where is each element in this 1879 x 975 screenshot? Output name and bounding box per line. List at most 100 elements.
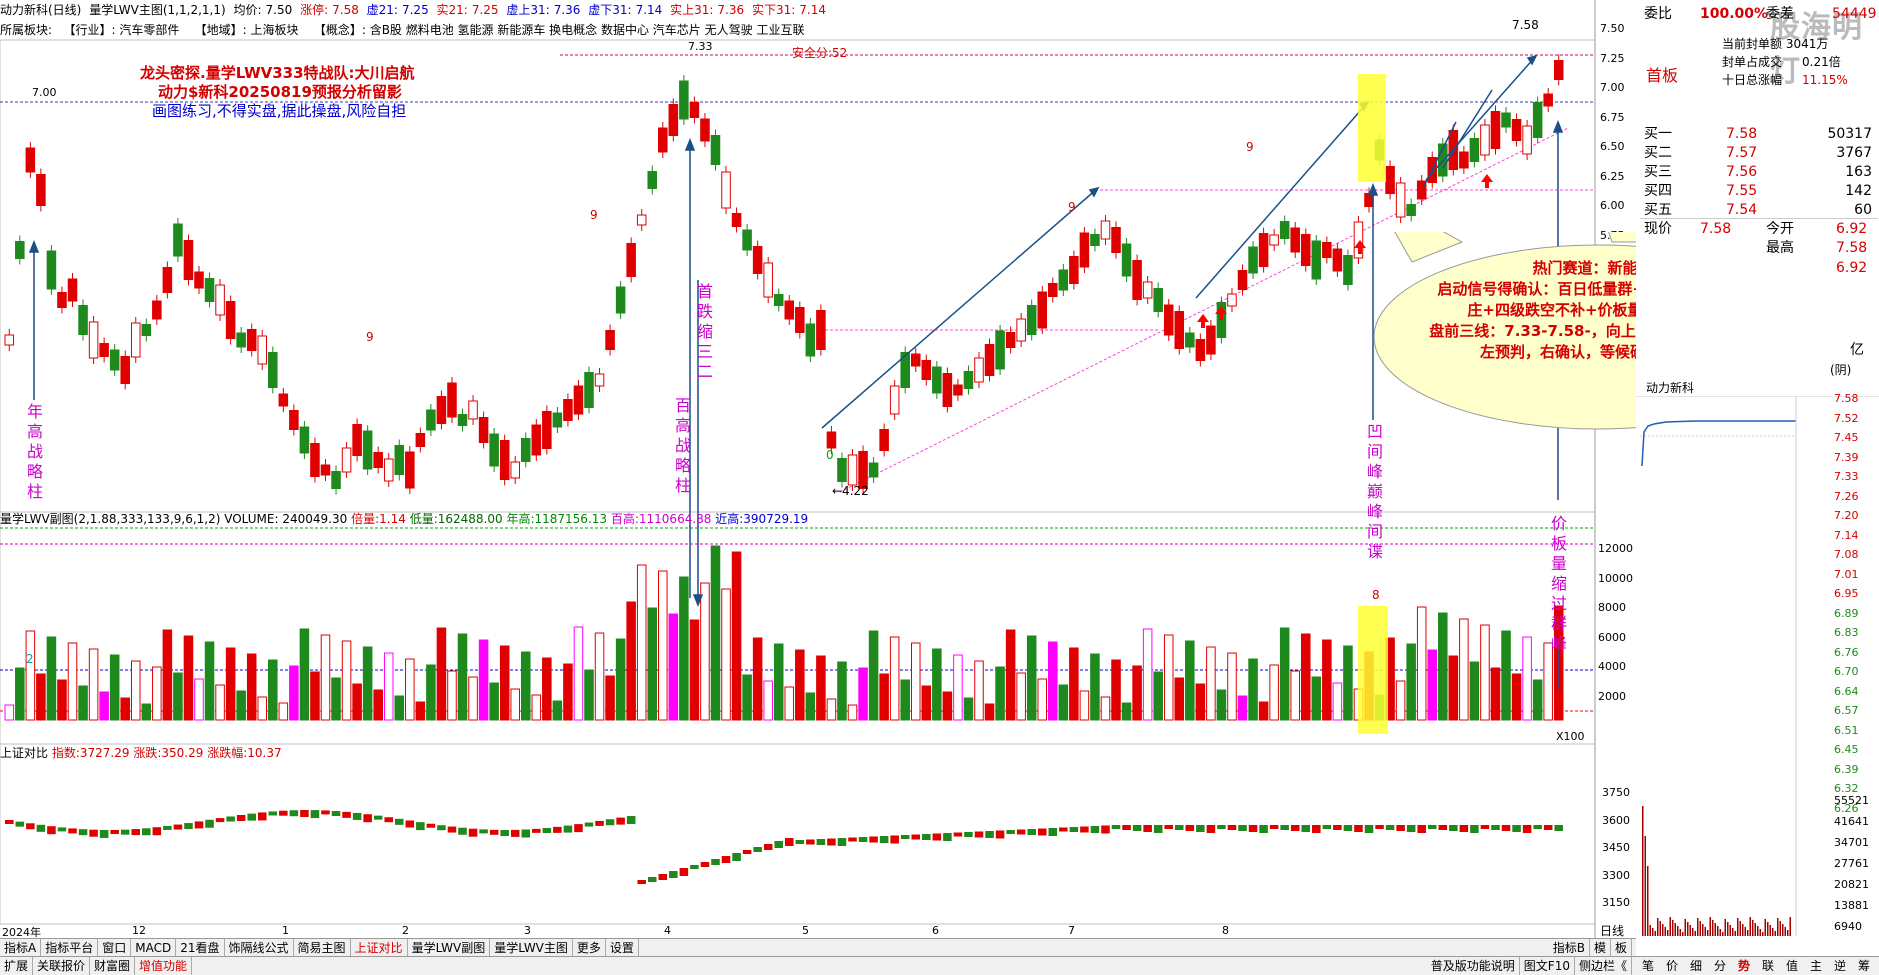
side-tab-9[interactable]: 筹: [1857, 959, 1870, 973]
volume-stat-label-1: 低量:: [405, 512, 438, 526]
volume-axis-tick-5: 2000: [1598, 689, 1626, 703]
date-tick-4: 3: [524, 924, 531, 937]
bottom-tab-7[interactable]: 上证对比: [351, 939, 408, 957]
date-tick-1: 12: [132, 924, 146, 937]
mini-axis-tick-14: 6.70: [1834, 665, 1859, 678]
amount-tag: 亿: [1850, 342, 1864, 358]
bottom-tab-3[interactable]: MACD: [131, 939, 177, 957]
ext-tab-3[interactable]: 增值功能: [135, 957, 193, 975]
mini-axis-tick-15: 6.64: [1834, 684, 1859, 698]
volume-stat-label-2: 年高:: [502, 512, 535, 526]
intraday-mini-chart[interactable]: [1636, 396, 1879, 956]
bid-row-3[interactable]: 买三 7.56 163: [1640, 162, 1878, 182]
volume-stat-label-0: 倍量:: [351, 512, 380, 526]
open-label: 今开: [1766, 221, 1794, 237]
bottom-right-tab-1[interactable]: 模: [1590, 939, 1611, 957]
bottom-right-tab-2[interactable]: 板: [1611, 939, 1632, 957]
title-line-2: 动力$新科20250819预报分析留影: [158, 83, 402, 101]
bottom-tab-2[interactable]: 窗口: [98, 939, 132, 957]
mini-vol-tick-3: 27761: [1834, 857, 1869, 870]
mini-axis-tick-10: 6.95: [1834, 587, 1859, 600]
mini-axis-tick-19: 6.39: [1834, 762, 1859, 776]
ext-tab-1[interactable]: 关联报价: [33, 957, 91, 975]
volume-axis-tick-3: 6000: [1598, 630, 1626, 644]
side-tab-0[interactable]: 笔: [1641, 959, 1654, 973]
info-line-3-value: 11.15%: [1802, 73, 1848, 87]
bottom-tab-6[interactable]: 简易主图: [294, 939, 351, 957]
kline-chart[interactable]: [0, 0, 1636, 938]
bottom-tab-1[interactable]: 指标平台: [41, 939, 99, 957]
header-stat-value-2: 7.25: [401, 3, 429, 17]
volume-stat-value-2: 1187156.13: [534, 512, 608, 526]
title-line-1: 龙头密探.量学LWV333特战队:大川启航: [140, 64, 415, 82]
mini-axis-tick-16: 6.57: [1834, 704, 1859, 717]
mini-axis-tick-5: 7.26: [1834, 489, 1859, 503]
bid-volume: 3767: [1836, 145, 1872, 161]
date-tick-0: 2024年: [2, 926, 41, 939]
bid-price: 7.58: [1726, 126, 1758, 142]
date-tick-3: 2: [402, 924, 409, 937]
rise-tag: (阴): [1830, 363, 1852, 377]
volume-axis-tick-0: 12000: [1598, 542, 1633, 555]
ext-tab-0[interactable]: 扩展: [0, 957, 34, 975]
mini-axis-tick-7: 7.14: [1834, 528, 1859, 542]
header-stat-label-1: 涨停:: [296, 3, 329, 17]
bottom-right-tab-0[interactable]: 指标B: [1549, 939, 1590, 957]
concept-values[interactable]: 含B股 燃料电池 氢能源 新能源车 换电概念 数据中心 汽车芯片 无人驾驶 工业…: [369, 23, 805, 37]
volume-label[interactable]: 量学LWV副图(2,1.88,333,133,9,6,1,2) VOLUME:: [0, 512, 279, 526]
side-tab-8[interactable]: 逆: [1833, 959, 1846, 973]
index-label[interactable]: 上证对比: [0, 746, 49, 760]
ext-right-tab-2[interactable]: 侧边栏《: [1575, 957, 1632, 975]
side-tab-7[interactable]: 主: [1809, 959, 1822, 973]
mini-vol-tick-1: 41641: [1834, 815, 1869, 828]
date-tick-8: 7: [1068, 924, 1075, 937]
side-tab-4[interactable]: 势: [1737, 959, 1750, 973]
header-stat-value-1: 7.58: [332, 3, 359, 17]
bid-row-4[interactable]: 买四 7.55 142: [1640, 181, 1878, 201]
header-stat-value-4: 7.36: [553, 3, 581, 17]
mark-9-c: 9: [1068, 200, 1076, 214]
extension-tab-bar: 扩展 关联报价 财富圈 增值功能 普及版功能说明 图文F10 侧边栏《: [0, 956, 1636, 975]
weibi-value: 100.00%: [1700, 6, 1769, 22]
bottom-tab-10[interactable]: 更多: [573, 939, 606, 957]
bottom-tab-9[interactable]: 量学LWV主图: [490, 939, 573, 957]
volume-value: 240049.30: [282, 512, 348, 526]
ext-tab-2[interactable]: 财富圈: [90, 957, 136, 975]
side-tab-1[interactable]: 价: [1665, 959, 1678, 973]
mini-axis-tick-4: 7.33: [1834, 470, 1859, 483]
side-tab-2[interactable]: 细: [1689, 959, 1702, 973]
region-value[interactable]: 上海板块: [250, 23, 299, 37]
index-axis-tick-2: 3450: [1602, 841, 1630, 854]
ext-right-tab-0[interactable]: 普及版功能说明: [1427, 957, 1520, 975]
bid-price: 7.57: [1726, 145, 1758, 161]
bid-row-1[interactable]: 买一 7.58 50317: [1640, 124, 1878, 144]
title-line-3: 画图练习,不得实盘,据此操盘,风险自担: [152, 102, 407, 120]
side-tab-5[interactable]: 联: [1761, 959, 1774, 973]
bid-label: 买一: [1644, 126, 1672, 142]
side-tab-6[interactable]: 值: [1785, 959, 1798, 973]
date-unit[interactable]: 日线: [1600, 924, 1625, 938]
mark-9-d: 9: [1246, 140, 1254, 154]
bid-row-2[interactable]: 买二 7.57 3767: [1640, 143, 1878, 163]
bottom-tab-4[interactable]: 21看盘: [176, 939, 225, 957]
bid-price: 7.55: [1726, 183, 1758, 199]
weicha-label: 委差: [1766, 6, 1794, 22]
price-axis-tick-3: 6.75: [1600, 110, 1625, 124]
bottom-tab-0[interactable]: 指标A: [0, 939, 42, 957]
ext-right-tab-1[interactable]: 图文F10: [1520, 957, 1575, 975]
bottom-tab-5[interactable]: 饰隔线公式: [225, 939, 294, 957]
stock-title[interactable]: 动力新科(日线): [0, 3, 82, 17]
vlabel-first-drop: 首跌缩三二: [696, 282, 713, 381]
bottom-tab-11[interactable]: 设置: [606, 939, 639, 957]
bottom-tab-8[interactable]: 量学LWV副图: [408, 939, 491, 957]
side-tab-3[interactable]: 分: [1713, 959, 1726, 973]
industry-value[interactable]: 汽车零部件: [119, 23, 180, 37]
mini-axis-tick-20: 6.32: [1834, 782, 1859, 795]
indicator-name[interactable]: 量学LWV主图(1,1,2,1,1): [89, 3, 226, 17]
index-axis-tick-3: 3300: [1602, 868, 1630, 882]
mini-axis-tick-21: 6.26: [1834, 801, 1859, 815]
mini-chart-title[interactable]: 动力新科: [1646, 381, 1695, 395]
mini-axis-tick-11: 6.89: [1834, 606, 1859, 620]
bid-volume: 60: [1854, 202, 1872, 218]
bid-row-5[interactable]: 买五 7.54 60: [1640, 200, 1878, 220]
